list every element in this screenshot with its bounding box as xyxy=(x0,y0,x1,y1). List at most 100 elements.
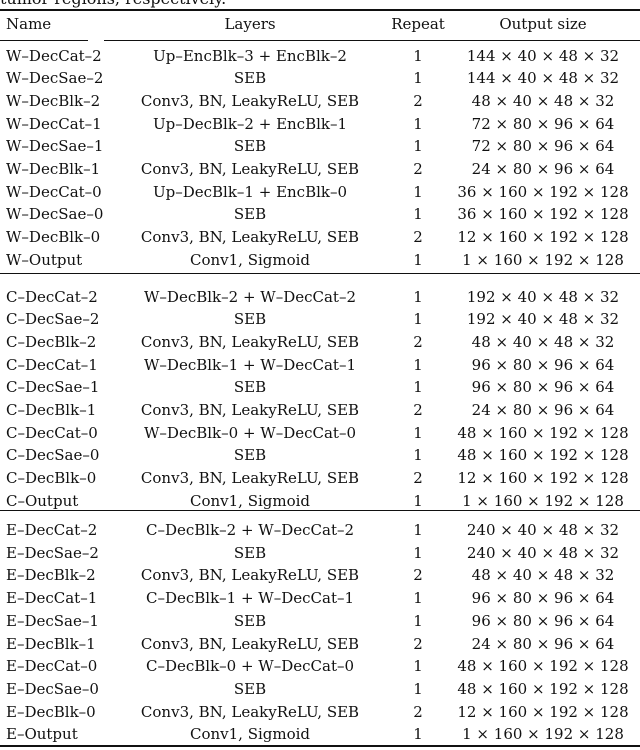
cell-output-size: 48 × 40 × 48 × 32 xyxy=(471,91,615,110)
cell-output-size: 48 × 160 × 192 × 128 xyxy=(457,657,629,676)
cell-layers: W–DecBlk–0 + W–DecCat–0 xyxy=(144,423,356,442)
cell-output-size: 24 × 80 × 96 × 64 xyxy=(471,634,615,653)
cell-repeat: 2 xyxy=(413,91,423,110)
cell-output-size: 96 × 80 × 96 × 64 xyxy=(471,589,615,608)
cell-layers: SEB xyxy=(233,543,267,562)
cell-name: W–DecCat–1 xyxy=(6,114,102,133)
table-row: C–DecBlk–2 Conv3, BN, LeakyReLU, SEB 2 48 ×… xyxy=(0,331,640,354)
cell-name: E–Output xyxy=(6,725,78,744)
table-row: C–DecSae–0 SEB 1 48 × 160 × 192 × 128 xyxy=(0,444,640,467)
cell-name: C–Output xyxy=(6,491,79,510)
cell-repeat: 2 xyxy=(413,566,423,585)
cell-repeat: 1 xyxy=(413,378,423,397)
cell-name: C–DecSae–2 xyxy=(6,310,100,329)
cell-layers: Conv3, BN, LeakyReLU, SEB xyxy=(140,634,360,653)
cell-repeat: 2 xyxy=(413,634,423,653)
header-name: Name xyxy=(6,15,52,33)
cell-output-size: 1 × 160 × 192 × 128 xyxy=(462,491,624,510)
table-row: W–DecSae–0 SEB 1 36 × 160 × 192 × 128 xyxy=(0,203,640,226)
cell-output-size: 1 × 160 × 192 × 128 xyxy=(462,250,624,269)
cell-layers: Conv1, Sigmoid xyxy=(189,725,311,744)
cell-name: C–DecCat–1 xyxy=(6,355,98,374)
bottom-rule xyxy=(0,745,640,747)
cell-layers: C–DecBlk–1 + W–DecCat–1 xyxy=(145,589,355,608)
table-row: E–DecBlk–1 Conv3, BN, LeakyReLU, SEB 2 24 ×… xyxy=(0,633,640,656)
cell-output-size: 24 × 80 × 96 × 64 xyxy=(471,160,615,178)
cell-output-size: 12 × 160 × 192 × 128 xyxy=(457,228,629,247)
cell-repeat: 2 xyxy=(413,702,423,721)
cell-output-size: 48 × 40 × 48 × 32 xyxy=(471,566,615,585)
header-row: Name Layers Repeat Output size xyxy=(0,13,640,36)
cell-output-size: 144 × 40 × 48 × 32 xyxy=(466,46,620,65)
table-row: W–DecBlk–2 Conv3, BN, LeakyReLU, SEB 2 48 ×… xyxy=(0,90,640,113)
cell-name: W–DecCat–0 xyxy=(6,182,102,201)
cell-name: E–DecSae–2 xyxy=(6,543,99,562)
cell-output-size: 72 × 80 × 96 × 64 xyxy=(471,114,615,133)
cell-repeat: 1 xyxy=(413,657,423,676)
cell-output-size: 12 × 160 × 192 × 128 xyxy=(457,469,629,488)
table-row: W–DecSae–2 SEB 1 144 × 40 × 48 × 32 xyxy=(0,67,640,90)
table-row: E–DecBlk–2 Conv3, BN, LeakyReLU, SEB 2 48 ×… xyxy=(0,564,640,587)
cell-name: W–DecSae–0 xyxy=(6,205,104,224)
table-row: W–Output Conv1, Sigmoid 1 1 × 160 × 192 × 1… xyxy=(0,249,640,272)
cell-name: C–DecCat–2 xyxy=(6,287,98,306)
cell-layers: C–DecBlk–0 + W–DecCat–0 xyxy=(145,657,355,676)
table-row: E–DecCat–1 C–DecBlk–1 + W–DecCat–1 1 96 × 8… xyxy=(0,587,640,610)
cell-name: E–DecCat–2 xyxy=(6,521,98,539)
table-row: W–DecCat–1 Up–DecBlk–2 + EncBlk–1 1 72 × 80… xyxy=(0,113,640,136)
cell-name: E–DecBlk–2 xyxy=(6,566,96,585)
cell-repeat: 1 xyxy=(413,423,423,442)
cell-output-size: 240 × 40 × 48 × 32 xyxy=(466,543,620,562)
cell-layers: SEB xyxy=(233,137,267,156)
cell-name: E–DecSae–1 xyxy=(6,611,99,630)
cell-repeat: 1 xyxy=(413,491,423,510)
cell-name: W–DecBlk–2 xyxy=(6,91,101,110)
cell-repeat: 2 xyxy=(413,401,423,419)
cell-layers: Conv3, BN, LeakyReLU, SEB xyxy=(140,401,360,419)
table-row: C–DecCat–1 W–DecBlk–1 + W–DecCat–1 1 96 × 8… xyxy=(0,354,640,377)
group-separator xyxy=(0,510,640,511)
cell-output-size: 192 × 40 × 48 × 32 xyxy=(466,287,620,306)
header-repeat: Repeat xyxy=(391,15,445,33)
table-row: W–DecBlk–0 Conv3, BN, LeakyReLU, SEB 2 12 ×… xyxy=(0,226,640,249)
cell-layers: Conv3, BN, LeakyReLU, SEB xyxy=(140,566,360,585)
cell-layers: W–DecBlk–2 + W–DecCat–2 xyxy=(144,287,356,306)
cell-repeat: 1 xyxy=(413,287,423,306)
header-layers: Layers xyxy=(224,15,276,33)
cell-name: C–DecBlk–1 xyxy=(6,401,97,419)
cell-repeat: 1 xyxy=(413,589,423,608)
cell-layers: Up–EncBlk–3 + EncBlk–2 xyxy=(153,46,347,65)
table-row: C–Output Conv1, Sigmoid 1 1 × 160 × 192 × 1… xyxy=(0,490,640,513)
cell-output-size: 240 × 40 × 48 × 32 xyxy=(466,521,620,539)
cell-repeat: 1 xyxy=(413,543,423,562)
cell-output-size: 96 × 80 × 96 × 64 xyxy=(471,611,615,630)
cell-layers: Conv3, BN, LeakyReLU, SEB xyxy=(140,160,360,178)
cell-output-size: 96 × 80 × 96 × 64 xyxy=(471,355,615,374)
cell-name: E–DecBlk–1 xyxy=(6,634,96,653)
cell-output-size: 1 × 160 × 192 × 128 xyxy=(462,725,624,744)
table-row: C–DecCat–0 W–DecBlk–0 + W–DecCat–0 1 48 × 1… xyxy=(0,422,640,445)
header-rule-name xyxy=(0,40,88,41)
cell-output-size: 48 × 160 × 192 × 128 xyxy=(457,423,629,442)
cell-repeat: 1 xyxy=(413,250,423,269)
cell-repeat: 1 xyxy=(413,611,423,630)
caption-fragment: tumor regions, respectively. xyxy=(0,0,226,8)
cell-layers: W–DecBlk–1 + W–DecCat–1 xyxy=(144,355,356,374)
cell-output-size: 48 × 160 × 192 × 128 xyxy=(457,446,629,465)
cell-repeat: 1 xyxy=(413,355,423,374)
cell-repeat: 1 xyxy=(413,521,423,539)
cell-output-size: 48 × 160 × 192 × 128 xyxy=(457,679,629,698)
table-row: W–DecCat–0 Up–DecBlk–1 + EncBlk–0 1 36 × 16… xyxy=(0,181,640,204)
cell-layers: SEB xyxy=(233,446,267,465)
table-row: W–DecCat–2 Up–EncBlk–3 + EncBlk–2 1 144 × 4… xyxy=(0,45,640,68)
cell-name: W–DecBlk–0 xyxy=(6,228,101,247)
cell-layers: Conv1, Sigmoid xyxy=(189,250,311,269)
cell-name: W–Output xyxy=(6,250,83,269)
cell-output-size: 144 × 40 × 48 × 32 xyxy=(466,69,620,88)
cell-repeat: 1 xyxy=(413,46,423,65)
cell-layers: SEB xyxy=(233,378,267,397)
header-rule-rest xyxy=(104,40,640,41)
table-row: C–DecBlk–0 Conv3, BN, LeakyReLU, SEB 2 12 ×… xyxy=(0,467,640,490)
cell-repeat: 1 xyxy=(413,137,423,156)
cell-layers: Conv3, BN, LeakyReLU, SEB xyxy=(140,469,360,488)
